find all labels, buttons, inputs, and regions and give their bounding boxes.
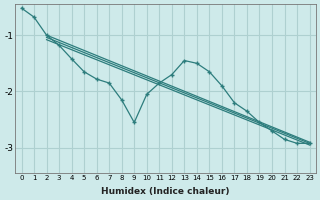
X-axis label: Humidex (Indice chaleur): Humidex (Indice chaleur) (101, 187, 230, 196)
